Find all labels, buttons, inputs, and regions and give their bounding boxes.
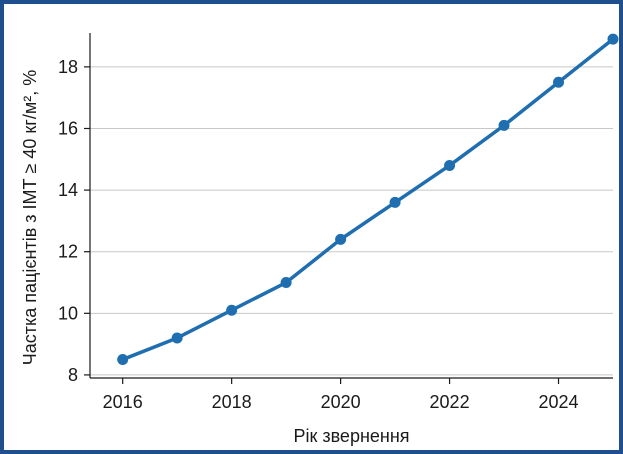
y-tick-label: 14: [58, 180, 78, 200]
y-tick-label: 12: [58, 242, 78, 262]
x-tick-label: 2016: [103, 392, 143, 412]
y-axis-title: Частка пацієнтів з ІМТ ≥ 40 кг/м², %: [20, 70, 40, 366]
grid-lines: [90, 66, 613, 376]
y-tick-label: 10: [58, 303, 78, 323]
data-point: [498, 119, 510, 131]
data-point: [444, 159, 456, 171]
series: [117, 33, 619, 366]
data-point: [171, 332, 183, 344]
data-point: [280, 277, 292, 289]
x-tick-label: 2022: [430, 392, 470, 412]
y-tick-label: 8: [68, 365, 78, 385]
x-ticks: 2016 2018 2020 2022 2024: [103, 378, 579, 412]
y-ticks: 8 10 12 14 16 18: [58, 57, 90, 385]
data-point: [607, 33, 619, 45]
data-point: [226, 304, 238, 316]
data-point: [117, 354, 129, 366]
series-line: [120, 37, 615, 362]
data-point: [335, 233, 347, 245]
data-point: [553, 76, 565, 88]
axes: [89, 33, 613, 379]
x-tick-label: 2024: [538, 392, 578, 412]
x-axis-title: Рік звернення: [293, 426, 409, 446]
x-tick-label: 2018: [212, 392, 252, 412]
y-tick-label: 18: [58, 57, 78, 77]
y-tick-label: 16: [58, 118, 78, 138]
x-tick-label: 2020: [321, 392, 361, 412]
data-point: [389, 196, 401, 208]
